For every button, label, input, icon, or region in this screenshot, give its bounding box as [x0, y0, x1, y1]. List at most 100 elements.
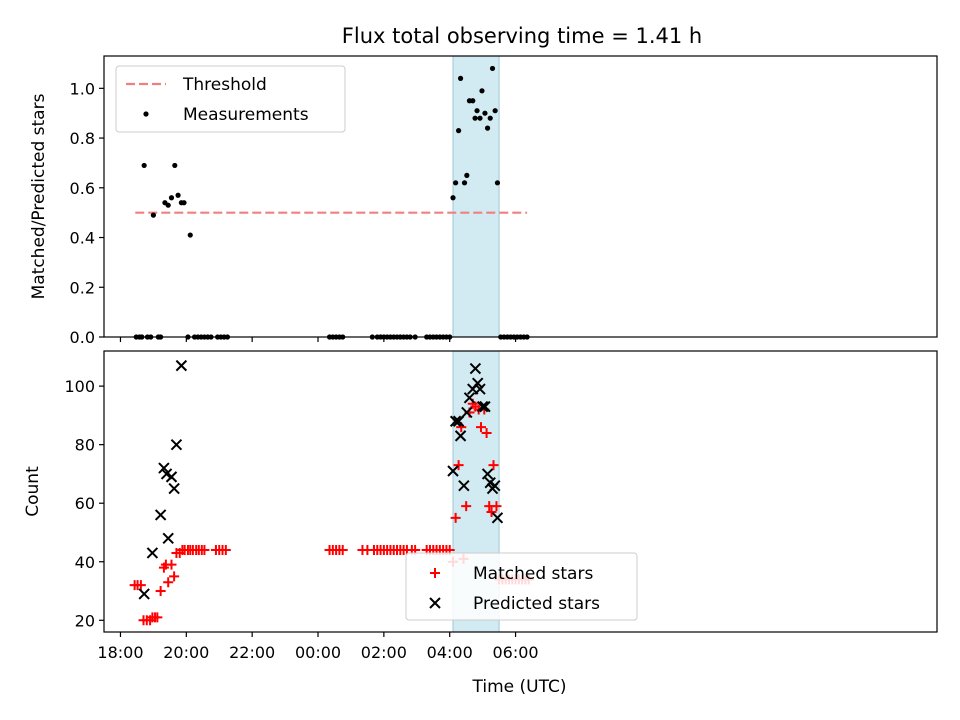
- matched-star-point: [337, 545, 348, 556]
- y-tick-label: 20: [75, 611, 95, 630]
- measurement-point: [487, 115, 493, 121]
- matched-star-point: [491, 501, 502, 512]
- y-tick-label: 40: [75, 553, 95, 572]
- y-tick-label: 0.0: [70, 328, 95, 347]
- matched-star-point: [481, 427, 492, 438]
- measurement-point: [474, 108, 480, 114]
- matched-star-point: [475, 422, 486, 433]
- measurement-point: [453, 180, 459, 186]
- legend-threshold-label: Threshold: [182, 75, 267, 95]
- y-tick-label: 100: [64, 377, 95, 396]
- measurement-point: [470, 98, 476, 104]
- predicted-star-point: [463, 392, 476, 404]
- x-tick-label: 00:00: [295, 643, 341, 662]
- matched-star-point: [450, 512, 461, 523]
- x-tick-label: 22:00: [229, 643, 275, 662]
- predicted-star-point: [449, 415, 462, 427]
- matched-star-point: [155, 586, 166, 597]
- y-tick-label: 0.4: [70, 229, 95, 248]
- predicted-star-point: [471, 377, 484, 389]
- measurement-point: [484, 125, 491, 131]
- chart-title: Flux total observing time = 1.41 h: [342, 24, 702, 48]
- bottom-panel: 20 40 60 80 100 18:00 20:00 22:00 00:00 02:00 04:0…: [23, 350, 938, 697]
- matched-star-point: [461, 501, 472, 512]
- predicted-star-point: [170, 438, 183, 451]
- y-tick-label: 80: [75, 436, 95, 455]
- measurement-point: [457, 75, 464, 81]
- predicted-star-point: [165, 471, 178, 483]
- matched-star-point: [486, 506, 497, 517]
- measurement-point: [168, 195, 175, 201]
- matched-star-point: [488, 460, 499, 471]
- predicted-star-point: [491, 512, 504, 524]
- axes-frame: [103, 55, 938, 338]
- predicted-star-point: [175, 359, 188, 372]
- predicted-star-point: [461, 406, 473, 419]
- y-axis-label: Count: [23, 466, 43, 517]
- matched-star-point: [199, 545, 210, 556]
- x-tick-label: 02:00: [361, 643, 407, 662]
- legend-measurements-label: Measurements: [183, 105, 309, 125]
- matched-star-point: [152, 612, 163, 623]
- y-tick-label: 0.2: [70, 278, 95, 297]
- y-tick-label: 0.6: [70, 179, 95, 198]
- predicted-star-point: [458, 479, 470, 492]
- measurement-point: [141, 162, 147, 169]
- x-tick-label: 18:00: [97, 643, 143, 662]
- measurement-point: [482, 110, 488, 116]
- axes-frame: [103, 350, 938, 633]
- measurement-point: [181, 200, 187, 206]
- x-tick-label: 06:00: [493, 643, 539, 662]
- measurement-point: [150, 212, 156, 218]
- series-predicted-stars: [138, 359, 504, 600]
- matched-star-point: [453, 460, 464, 471]
- measurement-point: [479, 88, 485, 94]
- measurement-point: [172, 162, 178, 169]
- matched-star-point: [169, 571, 180, 582]
- legend-matched-label: Matched stars: [473, 564, 593, 584]
- y-tick-label: 1.0: [70, 79, 95, 98]
- legend: Threshold Measurements: [115, 65, 346, 133]
- predicted-star-point: [469, 362, 482, 375]
- measurement-point: [187, 232, 193, 238]
- predicted-star-point: [479, 400, 491, 413]
- legend-measurement-swatch: [143, 111, 149, 117]
- x-tick-label: 20:00: [163, 643, 209, 662]
- predicted-star-point: [447, 465, 459, 477]
- measurement-point: [492, 108, 498, 114]
- top-panel: 0.0 0.2 0.4 0.6 0.8 1.0 Matched/Predicted star…: [29, 55, 938, 347]
- matched-star-point: [220, 545, 231, 556]
- y-tick-label: 0.8: [70, 129, 95, 148]
- matched-star-point: [166, 559, 177, 570]
- predicted-star-point: [476, 400, 489, 413]
- predicted-star-point: [452, 415, 465, 427]
- predicted-star-point: [474, 383, 486, 395]
- measurement-point: [175, 192, 181, 198]
- measurement-point: [464, 172, 470, 178]
- x-axis-label: Time (UTC): [472, 677, 567, 697]
- predicted-star-point: [162, 532, 174, 545]
- observing-window-band: [452, 55, 500, 338]
- predicted-star-point: [138, 588, 150, 600]
- legend-box: [405, 552, 638, 621]
- matched-star-point: [163, 577, 174, 588]
- legend-matched-swatch: [430, 568, 440, 578]
- legend-predicted-swatch: [429, 597, 441, 609]
- predicted-star-point: [146, 547, 159, 559]
- predicted-star-point: [168, 482, 180, 495]
- measurement-point: [477, 115, 483, 121]
- measurement-point: [456, 128, 462, 134]
- measurement-point: [461, 180, 468, 186]
- y-axis-label: Matched/Predicted stars: [29, 93, 49, 299]
- measurement-point: [472, 115, 478, 121]
- legend-box: [115, 65, 346, 133]
- legend-predicted-label: Predicted stars: [473, 594, 600, 614]
- predicted-star-point: [489, 479, 501, 492]
- legend: Matched stars Predicted stars: [405, 552, 638, 621]
- x-tick-label: 04:00: [427, 643, 473, 662]
- measurement-point: [494, 180, 501, 186]
- predicted-star-point: [154, 509, 167, 521]
- predicted-star-point: [481, 468, 494, 480]
- matched-star-point: [135, 580, 146, 591]
